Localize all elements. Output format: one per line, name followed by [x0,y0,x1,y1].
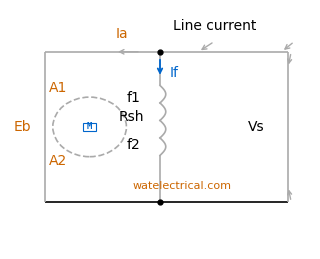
Text: f1: f1 [127,91,141,105]
Text: Rsh: Rsh [118,110,144,124]
Text: If: If [170,66,179,80]
Text: A1: A1 [49,81,67,95]
Text: M: M [87,123,92,131]
Text: Line current: Line current [173,19,256,33]
Text: A2: A2 [49,154,67,168]
Text: f2: f2 [127,138,141,152]
Text: Ia: Ia [115,27,128,41]
FancyBboxPatch shape [83,123,96,131]
Text: Vs: Vs [248,120,264,134]
Text: watelectrical.com: watelectrical.com [133,182,232,191]
Text: Eb: Eb [13,120,31,134]
